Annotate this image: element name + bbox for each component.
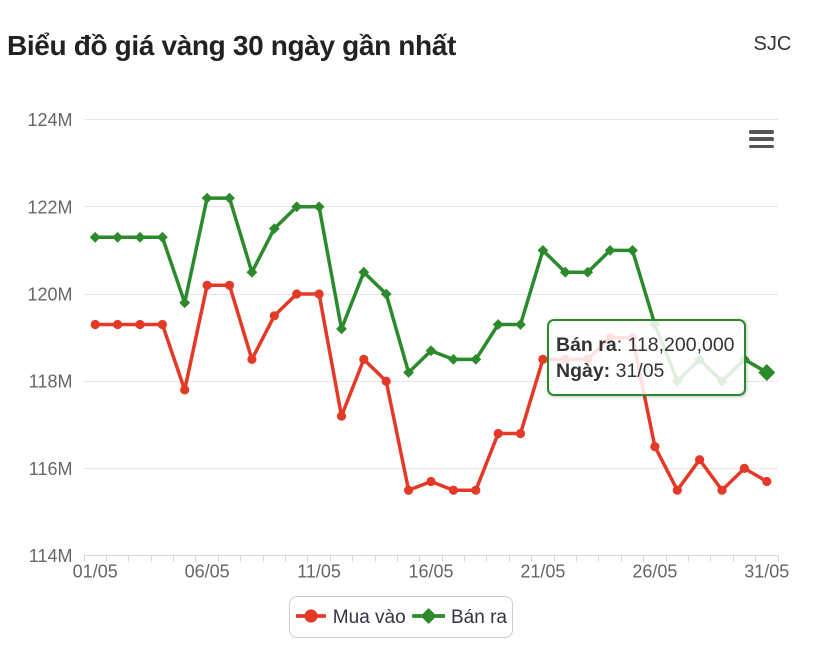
svg-text:124M: 124M bbox=[27, 110, 72, 130]
svg-text:118M: 118M bbox=[29, 372, 73, 392]
svg-text:26/05: 26/05 bbox=[632, 562, 677, 582]
svg-text:11/05: 11/05 bbox=[297, 562, 341, 582]
svg-text:114M: 114M bbox=[29, 546, 73, 566]
svg-text:120M: 120M bbox=[27, 285, 72, 305]
svg-text:06/05: 06/05 bbox=[185, 562, 230, 582]
svg-text:31/05: 31/05 bbox=[744, 562, 789, 582]
svg-text:01/05: 01/05 bbox=[73, 562, 118, 582]
svg-text:21/05: 21/05 bbox=[520, 562, 565, 582]
svg-text:116M: 116M bbox=[29, 459, 73, 479]
svg-text:122M: 122M bbox=[27, 197, 72, 217]
svg-text:16/05: 16/05 bbox=[408, 562, 453, 582]
